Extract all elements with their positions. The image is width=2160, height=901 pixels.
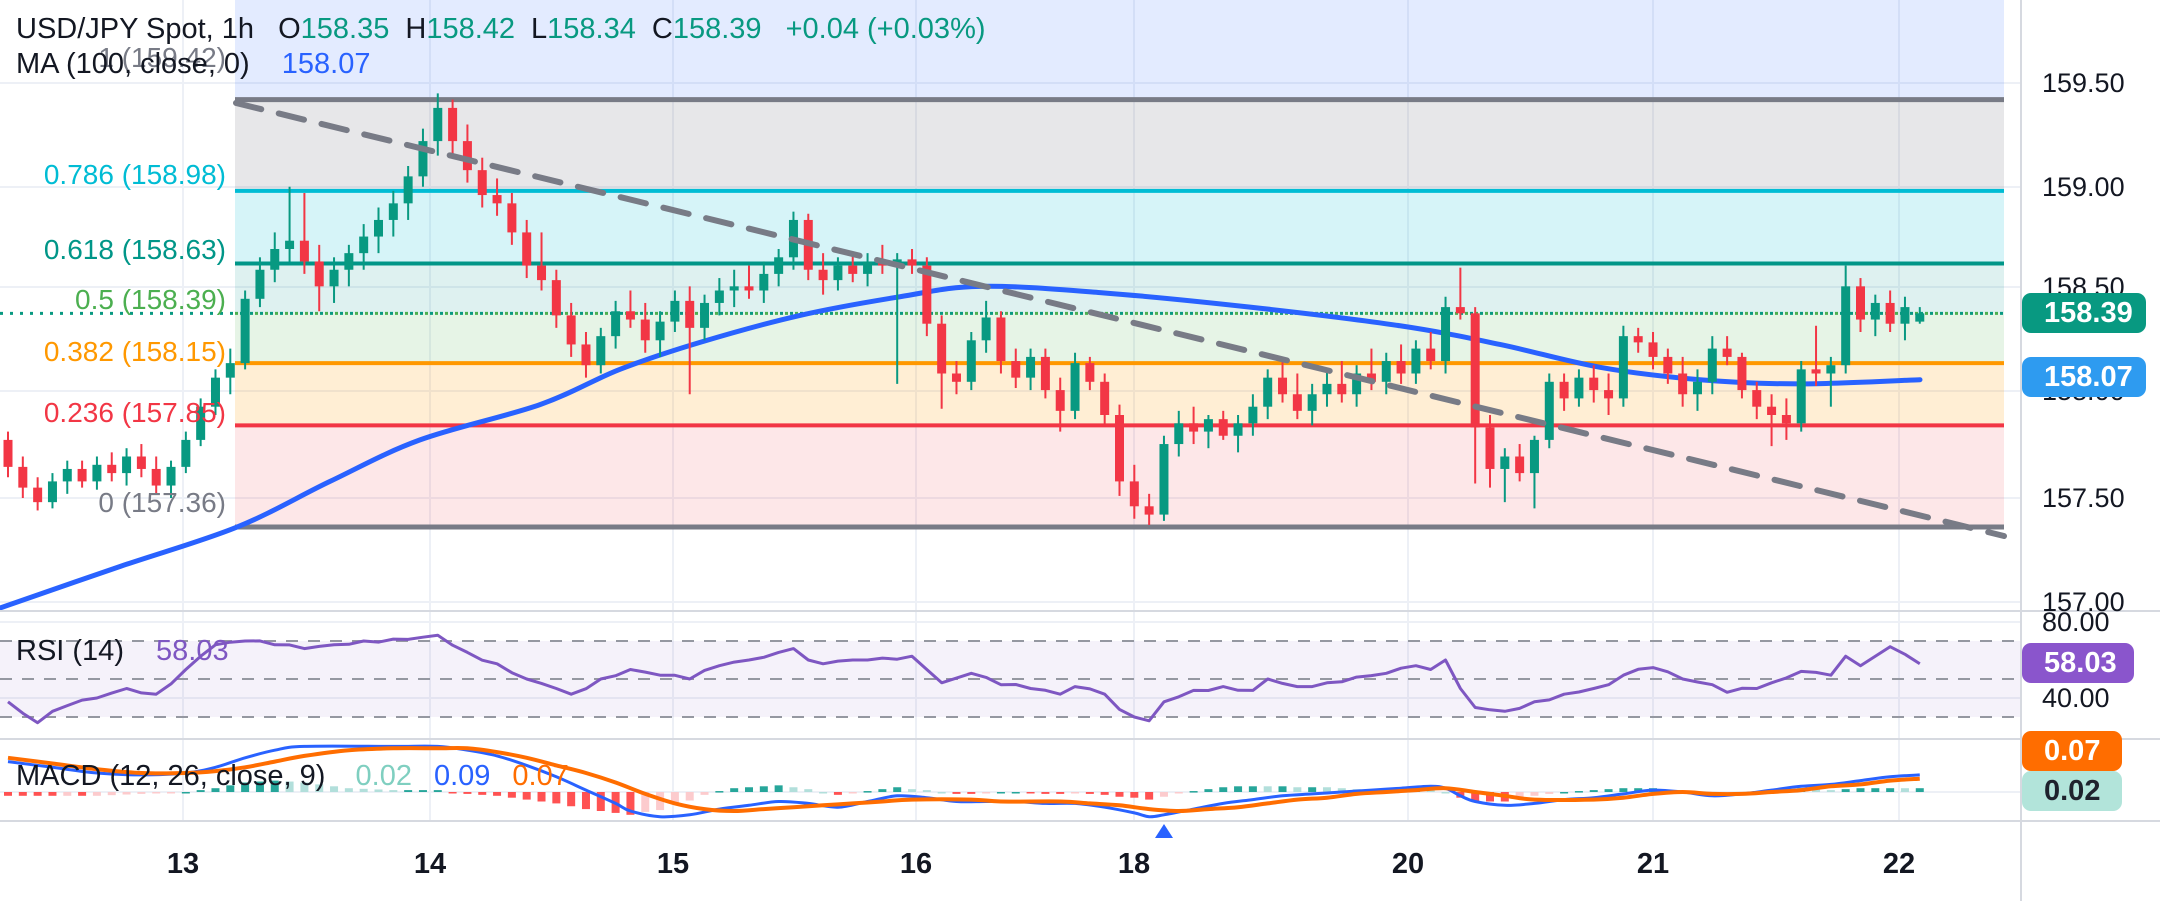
- ma-value-badge: 158.07: [2022, 357, 2146, 397]
- time-axis-label[interactable]: 16: [899, 848, 933, 880]
- symbol-legend-row[interactable]: USD/JPY Spot, 1h O158.35 H158.42 L158.34 C1…: [16, 12, 986, 46]
- ohlc-h: H158.42: [405, 13, 516, 45]
- ma-value: 158.07: [281, 48, 371, 80]
- time-axis-label[interactable]: 14: [413, 848, 447, 880]
- ohlc-readout: O158.35 H158.42 L158.34 C158.39: [262, 13, 761, 45]
- macd-legend-value: 0.07: [512, 760, 569, 792]
- fib-label-1: 1 (159.42): [98, 42, 226, 73]
- last-price-badge: 158.39: [2022, 293, 2146, 333]
- fib-label-0.786: 0.786 (158.98): [43, 159, 226, 190]
- time-axis-label[interactable]: 22: [1882, 848, 1916, 880]
- fib-label-0.5: 0.5 (158.39): [75, 284, 226, 315]
- ohlc-c: C158.39: [651, 13, 762, 45]
- macd-legend-value: 0.02: [355, 760, 412, 792]
- time-axis-label[interactable]: 20: [1391, 848, 1425, 880]
- macd-values: 0.02 0.09 0.07: [334, 760, 569, 792]
- ma-label: MA (100, close, 0): [16, 48, 250, 80]
- price-axis-separator: [2020, 0, 2022, 901]
- fib-label-0.618: 0.618 (158.63): [43, 234, 226, 265]
- price-axis-label[interactable]: 159.00: [2042, 172, 2125, 202]
- macd-signal-badge: 0.07: [2022, 731, 2122, 771]
- time-axis-label[interactable]: 13: [166, 848, 200, 880]
- fib-label-0.382: 0.382 (158.15): [43, 336, 226, 367]
- ohlc-o: O158.35: [278, 13, 390, 45]
- price-axis-label[interactable]: 157.00: [2042, 587, 2125, 617]
- rsi-legend-row[interactable]: RSI (14) 58.03: [16, 634, 229, 668]
- ohlc-l: L158.34: [531, 13, 636, 45]
- fib-label-0.236: 0.236 (157.85): [43, 397, 226, 428]
- rsi-value-badge: 58.03: [2022, 643, 2134, 683]
- rsi-value: 58.03: [156, 635, 229, 667]
- timeline-marker-icon[interactable]: [1155, 824, 1173, 838]
- time-axis-label[interactable]: 18: [1117, 848, 1151, 880]
- change-readout: +0.04 (+0.03%): [785, 13, 986, 45]
- time-axis-label[interactable]: 21: [1636, 848, 1670, 880]
- pane-separator-rsi-macd[interactable]: [0, 738, 2160, 740]
- macd-legend-row[interactable]: MACD (12, 26, close, 9) 0.02 0.09 0.07: [16, 759, 569, 793]
- price-axis-label[interactable]: 157.50: [2042, 483, 2125, 513]
- pane-separator-price-rsi[interactable]: [0, 610, 2160, 612]
- time-axis-separator: [0, 820, 2160, 822]
- macd-label: MACD (12, 26, close, 9): [16, 760, 326, 792]
- price-axis-label[interactable]: 80.00: [2042, 607, 2110, 637]
- rsi-label: RSI (14): [16, 635, 124, 667]
- price-axis-label[interactable]: 159.50: [2042, 68, 2125, 98]
- price-axis-label[interactable]: 40.00: [2042, 683, 2110, 713]
- ma-legend-row[interactable]: MA (100, close, 0) 158.07: [16, 47, 370, 81]
- symbol-title: USD/JPY Spot, 1h: [16, 13, 255, 45]
- time-axis-label[interactable]: 15: [656, 848, 690, 880]
- fib-label-0: 0 (157.36): [98, 487, 226, 518]
- macd-hist-badge: 0.02: [2022, 771, 2122, 811]
- macd-legend-value: 0.09: [433, 760, 491, 792]
